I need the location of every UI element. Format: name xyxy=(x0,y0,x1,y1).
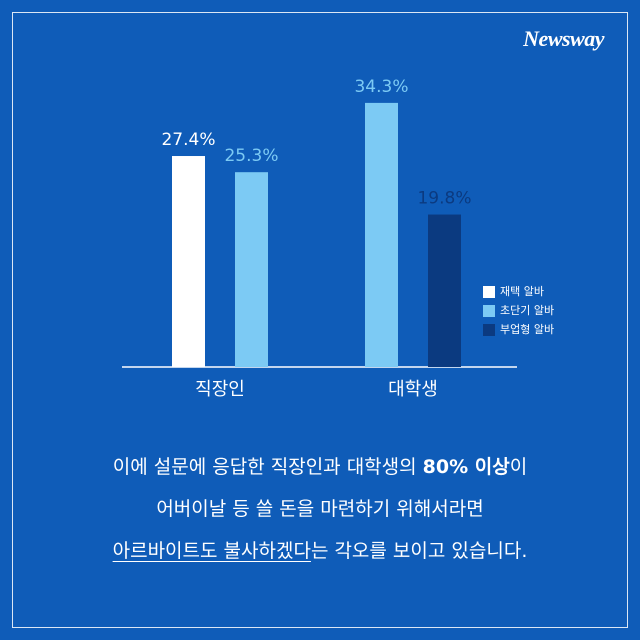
line: 아르바이트도 불사하겠다는 각오를 보이고 있습니다. xyxy=(0,530,640,572)
legend-label: 부업형 알바 xyxy=(500,322,554,336)
x-tick-label: 직장인 xyxy=(195,379,245,400)
value-label: 19.8% xyxy=(417,189,471,209)
legend-swatch xyxy=(483,286,495,298)
legend-swatch xyxy=(483,305,495,317)
bar xyxy=(365,102,398,367)
bar xyxy=(235,172,268,367)
legend-swatch xyxy=(483,324,495,336)
text: 80% 이상 xyxy=(422,456,510,478)
frame xyxy=(12,12,628,628)
text: 아르바이트도 불사하겠다 xyxy=(112,540,311,562)
text: 는 각오를 보이고 있습니다. xyxy=(310,540,528,562)
text: 이에 설문에 응답한 직장인과 대학생의 xyxy=(112,456,423,478)
line: 이에 설문에 응답한 직장인과 대학생의 80% 이상이 xyxy=(0,446,640,488)
bar xyxy=(428,214,461,367)
value-label: 27.4% xyxy=(161,130,215,150)
value-label: 34.3% xyxy=(354,77,408,97)
legend-label: 재택 알바 xyxy=(500,284,544,298)
line: 어버이날 등 쓸 돈을 마련하기 위해서라면 xyxy=(0,488,640,530)
text: 이 xyxy=(509,456,528,478)
logo: Newsway xyxy=(523,26,604,51)
legend-label: 초단기 알바 xyxy=(500,303,554,317)
value-label: 25.3% xyxy=(224,146,278,166)
x-tick-label: 대학생 xyxy=(388,379,438,400)
bar xyxy=(172,156,205,367)
text: 어버이날 등 쓸 돈을 마련하기 위해서라면 xyxy=(156,498,484,520)
